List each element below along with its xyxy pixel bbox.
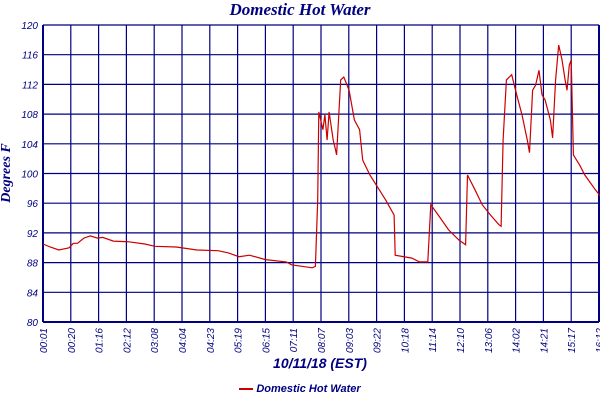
y-tick-label: 88 bbox=[27, 259, 39, 270]
legend-swatch bbox=[239, 388, 254, 391]
x-tick-label: 16:12 bbox=[595, 328, 600, 353]
y-tick-label: 92 bbox=[27, 229, 39, 240]
x-tick-label: 08:07 bbox=[317, 328, 328, 353]
x-tick-label: 10:18 bbox=[400, 328, 411, 353]
x-tick-label: 15:17 bbox=[567, 328, 578, 353]
y-tick-label: 96 bbox=[27, 199, 39, 210]
y-tick-label: 84 bbox=[27, 288, 39, 299]
x-axis-label: 10/11/18 (EST) bbox=[273, 355, 367, 371]
y-tick-label: 116 bbox=[22, 51, 38, 62]
x-tick-label: 09:22 bbox=[373, 328, 384, 353]
x-tick-label: 09:03 bbox=[345, 328, 356, 353]
x-tick-label: 04:04 bbox=[178, 328, 189, 353]
x-tick-label: 05:19 bbox=[234, 328, 245, 353]
y-tick-label: 120 bbox=[21, 21, 38, 32]
x-tick-label: 02:12 bbox=[122, 328, 133, 353]
chart-title: Domestic Hot Water bbox=[229, 0, 371, 19]
x-tick-label: 03:08 bbox=[150, 328, 161, 353]
y-tick-label: 104 bbox=[21, 140, 38, 151]
x-tick-label: 14:21 bbox=[539, 328, 550, 353]
y-tick-label: 80 bbox=[27, 318, 39, 329]
x-tick-label: 04:23 bbox=[206, 328, 217, 353]
y-tick-label: 100 bbox=[21, 170, 38, 181]
legend: Domestic Hot Water bbox=[0, 383, 600, 395]
x-tick-label: 14:02 bbox=[512, 328, 523, 353]
legend-label: Domestic Hot Water bbox=[256, 383, 361, 395]
x-tick-label: 11:14 bbox=[428, 328, 439, 353]
x-tick-label: 06:15 bbox=[261, 328, 272, 353]
x-tick-label: 00:01 bbox=[39, 328, 50, 353]
x-tick-label: 13:06 bbox=[484, 328, 495, 353]
x-tick-label: 12:10 bbox=[456, 328, 467, 353]
x-tick-label: 07:11 bbox=[289, 328, 300, 352]
y-tick-label: 108 bbox=[21, 110, 38, 121]
y-tick-label: 112 bbox=[22, 80, 38, 91]
series-line-domestic-hot-water bbox=[42, 44, 600, 269]
x-tick-label: 01:16 bbox=[95, 328, 106, 353]
x-tick-label: 00:20 bbox=[67, 328, 78, 353]
